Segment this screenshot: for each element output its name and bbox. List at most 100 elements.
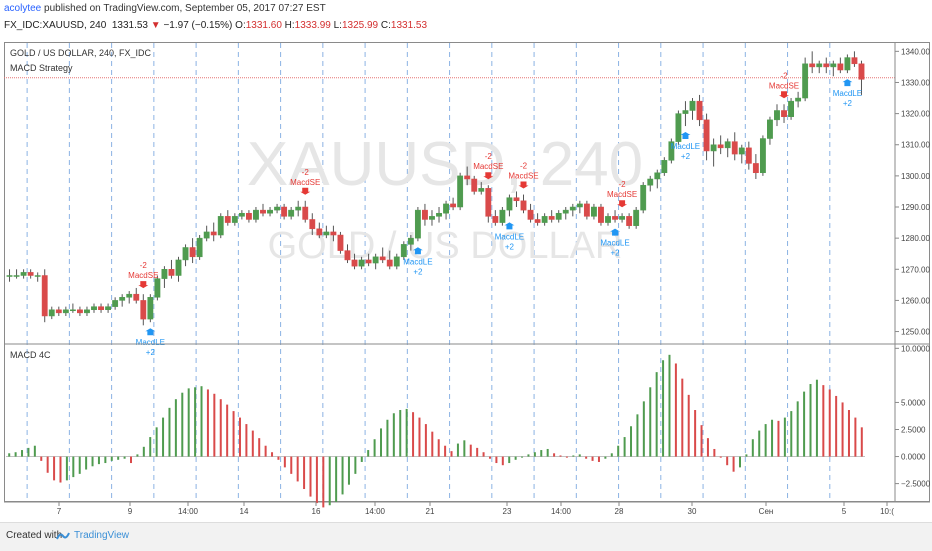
tradingview-brand-link[interactable]: TradingView (74, 530, 130, 541)
buy-signal: MacdLE+2 (403, 247, 433, 276)
time-tick-label: 14:00 (551, 507, 572, 516)
candle-body (506, 197, 513, 211)
macd-bar (591, 456, 594, 461)
candle-body (309, 219, 316, 230)
time-tick-label: 5 (842, 507, 847, 516)
candle-body (245, 212, 252, 220)
candle-body (203, 231, 210, 239)
time-axis[interactable]: 7 9 14:00 14 16 14:00 21 23 14:00 28 30 Сен 5 10:( (57, 502, 894, 516)
macd-bar (713, 448, 716, 457)
candle-body (55, 309, 62, 314)
buy-label: MacdLE (136, 338, 165, 347)
macd-bar (187, 388, 190, 457)
candle (309, 213, 316, 236)
macd-axis[interactable]: 10.0000 5.0000 2.5000 0.0000 −2.5000 (895, 344, 931, 489)
candle-body (288, 209, 295, 217)
candle (175, 256, 182, 282)
candle (759, 135, 766, 176)
macd-bar (437, 439, 440, 457)
macd-bar (412, 412, 415, 457)
candle-body (654, 172, 661, 180)
macd-bar (803, 391, 806, 457)
candle-body (527, 209, 534, 220)
macd-bar (142, 446, 145, 457)
macd-bar (431, 431, 434, 457)
candle (837, 57, 844, 74)
macd-bar (662, 360, 665, 457)
sell-label: MacdSE (473, 162, 503, 171)
candle (351, 253, 358, 270)
candle-body (443, 203, 449, 214)
candle-body (62, 309, 69, 314)
candle-body (583, 203, 590, 217)
sell-arrow-icon (300, 187, 311, 195)
price-axis[interactable]: 1250.00 1260.00 1270.00 1280.00 1290.00 1300.… (895, 47, 930, 337)
price-tick-label: 1310.00 (901, 141, 930, 150)
macd-bar (40, 456, 43, 461)
buy-arrow-icon (504, 222, 515, 230)
candle-body (569, 206, 576, 211)
macd-tick-label: 5.0000 (901, 398, 926, 407)
macd-bar (392, 413, 395, 457)
macd-bar (777, 420, 780, 457)
macd-bar (623, 437, 626, 457)
macd-bar (687, 394, 690, 457)
macd-bar (790, 411, 793, 457)
author-link[interactable]: acolytee (4, 3, 42, 14)
candle (590, 203, 597, 220)
candle (738, 144, 745, 164)
candle-body (703, 119, 710, 152)
candle (626, 213, 633, 229)
candle (48, 306, 55, 320)
macd-bar (694, 410, 697, 457)
candle (69, 303, 76, 313)
candle-body (555, 212, 562, 220)
candle-body (492, 216, 499, 223)
price-tick-label: 1260.00 (901, 296, 930, 305)
candle-body (675, 113, 682, 142)
price-pane-title: GOLD / US DOLLAR, 240, FX_IDC (10, 48, 152, 58)
macd-tick-label: 2.5000 (901, 425, 926, 434)
macd-bar (213, 393, 216, 457)
macd-bar (521, 456, 524, 458)
macd-bar (488, 456, 491, 459)
macd-bar (700, 425, 703, 457)
candle-body (281, 206, 288, 217)
candle-body (612, 216, 618, 220)
macd-bar (277, 456, 280, 460)
macd-bar (200, 386, 203, 457)
buy-arrow-icon (680, 132, 691, 140)
macd-tick-label: −2.5000 (901, 480, 931, 489)
candle (147, 294, 154, 323)
candle-body (379, 256, 386, 261)
sell-signal: MacdSE-2 (769, 71, 799, 99)
macd-bar (668, 354, 671, 457)
macd-bar (514, 456, 517, 460)
candle-body (717, 144, 724, 149)
buy-label: MacdLE (403, 257, 432, 266)
candle (422, 203, 428, 226)
candle-body (98, 306, 104, 311)
time-tick-label: Сен (759, 507, 774, 516)
macd-bar (751, 439, 754, 457)
macd-bar (745, 454, 748, 457)
candle (98, 303, 104, 313)
buy-signal: MacdLE+2 (600, 228, 630, 258)
candle (668, 138, 675, 164)
macd-bar (617, 445, 620, 457)
candle (619, 213, 626, 223)
time-tick-label: 10:( (880, 507, 894, 516)
sell-qty: -2 (780, 71, 788, 80)
price-tick-label: 1250.00 (901, 328, 930, 337)
candle-body (224, 216, 231, 223)
buy-qty: +2 (610, 249, 620, 258)
candle (253, 207, 259, 223)
macd-bar (822, 385, 825, 457)
macd-tick-label: 0.0000 (901, 453, 926, 462)
candle (767, 116, 773, 145)
macd-bar (72, 456, 75, 478)
down-arrow-icon: ▼ (150, 20, 161, 31)
chart-svg[interactable]: XAUUSD, 240 GOLD / US DOLLAR MacdSE-2Mac… (0, 0, 932, 522)
candle-body (626, 216, 633, 226)
